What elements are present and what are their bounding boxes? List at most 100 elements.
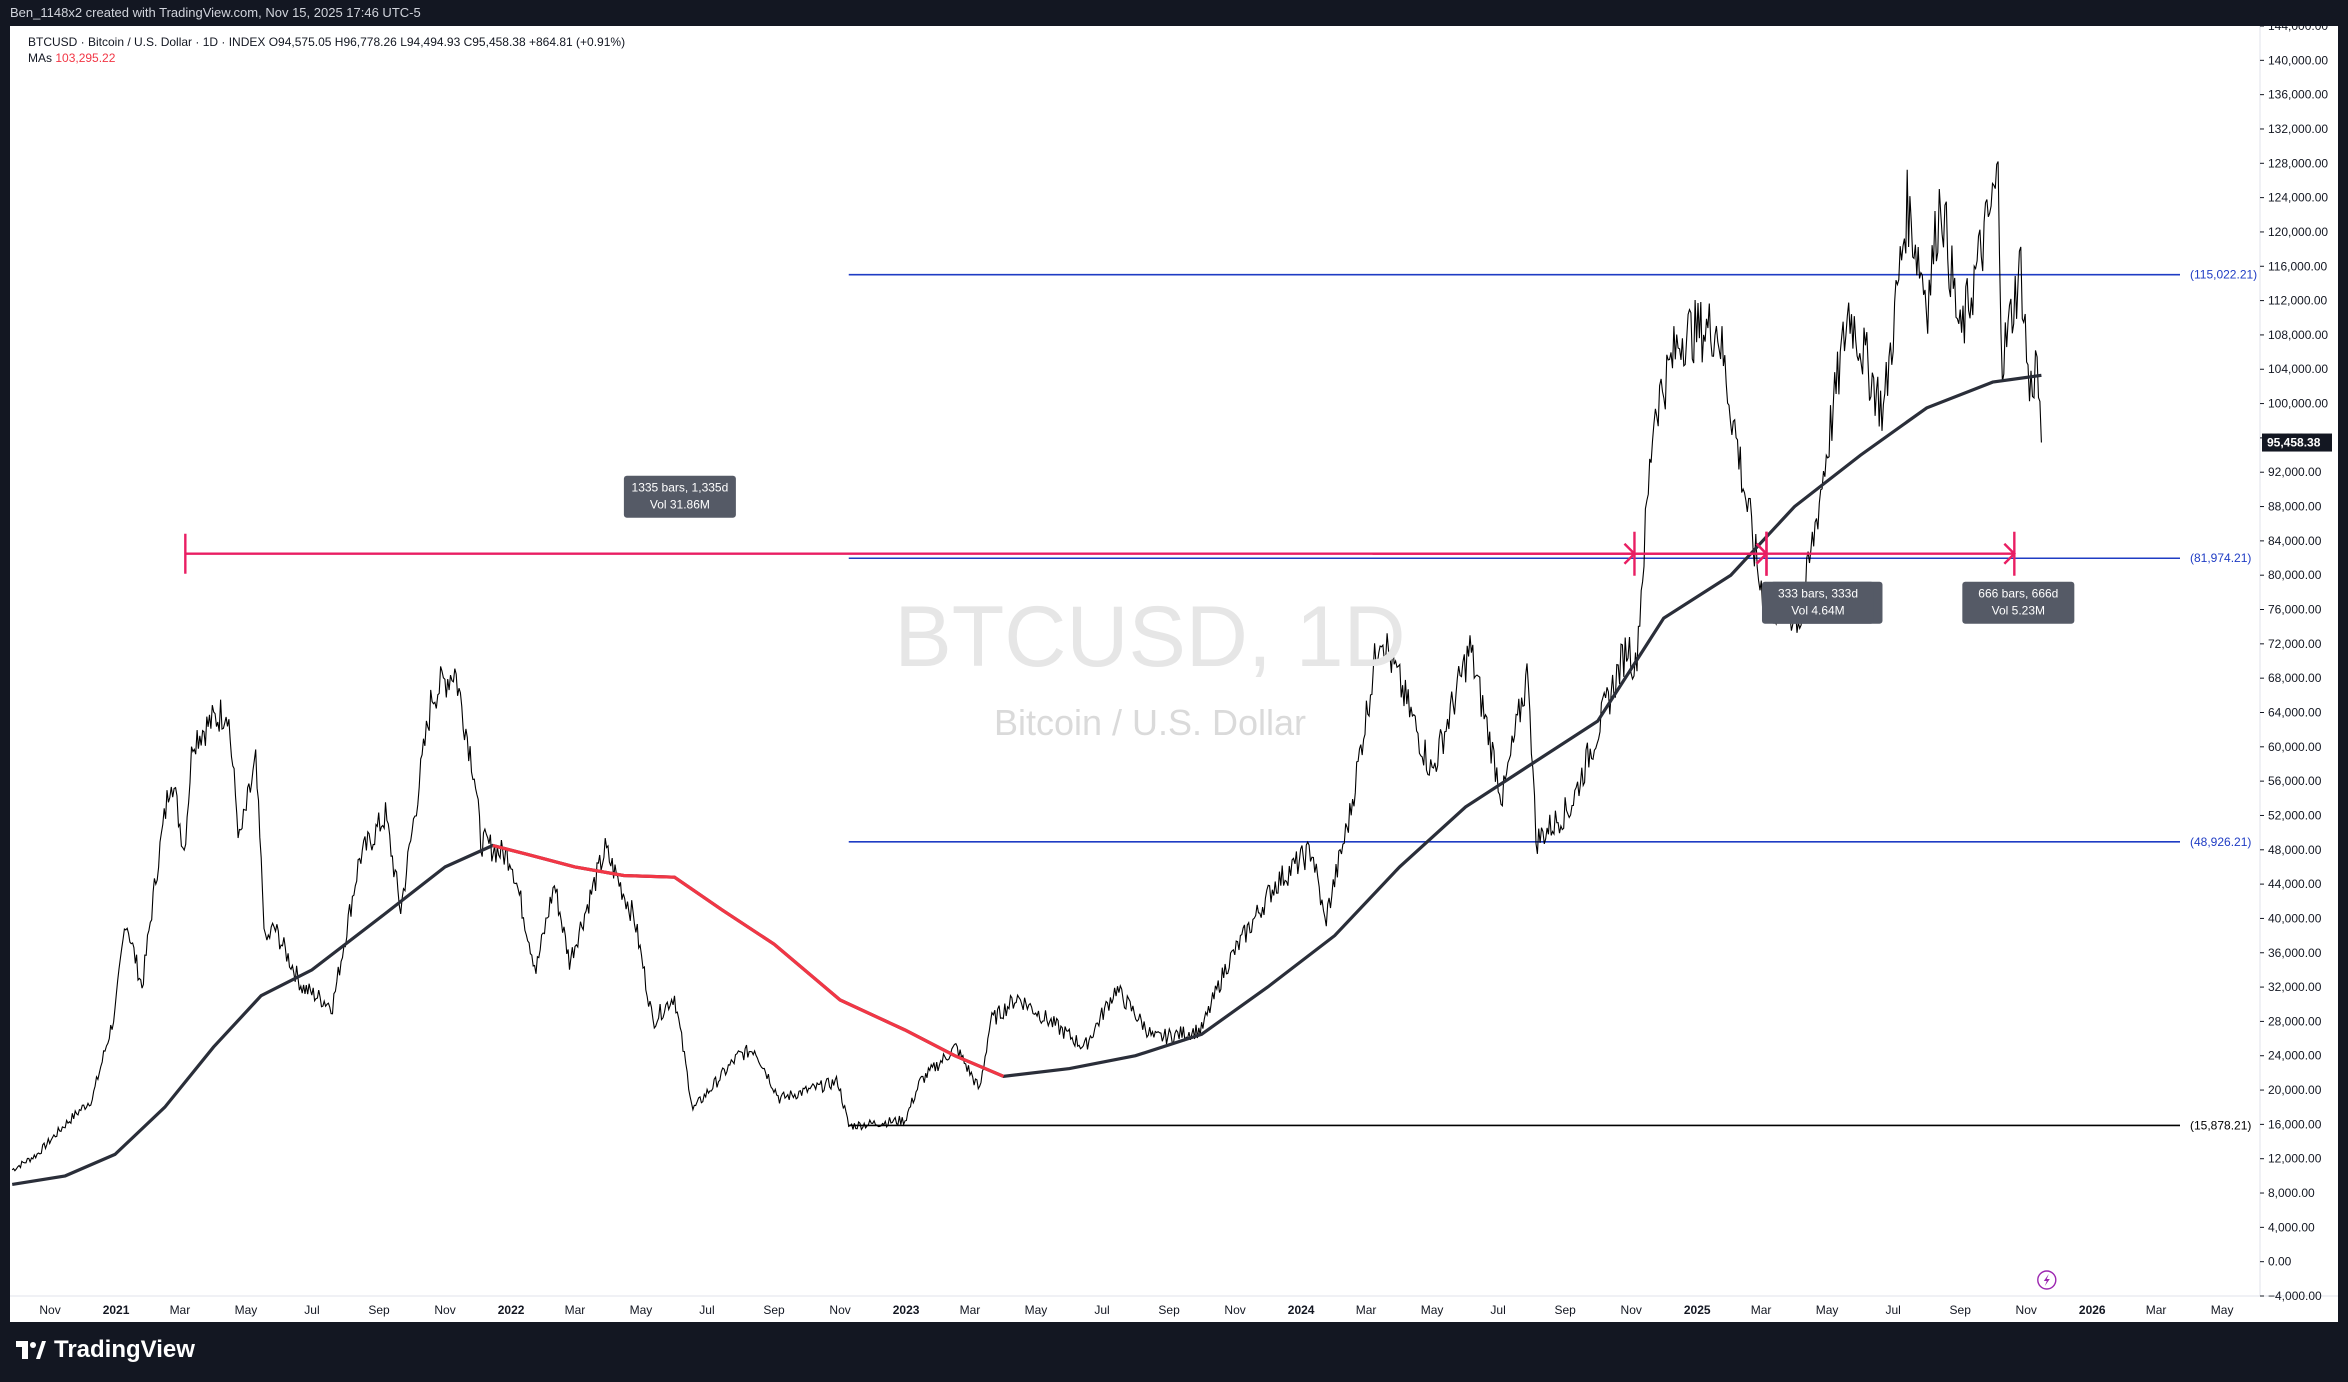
x-tick-label: May xyxy=(2211,1303,2234,1317)
x-tick-label: Nov xyxy=(2016,1303,2037,1317)
x-tick-label: Sep xyxy=(1555,1303,1577,1317)
x-tick-label: Mar xyxy=(1751,1303,1772,1317)
chart-area[interactable]: 144,000.00 140,000.00 136,000.00 132,000.00… xyxy=(10,26,2338,1322)
y-tick-label: 144,000.00 xyxy=(2268,26,2328,33)
x-tick-label: Jul xyxy=(304,1303,319,1317)
y-tick-label: 28,000.00 xyxy=(2268,1014,2322,1028)
x-tick-label: 2023 xyxy=(893,1303,920,1317)
x-tick-label: Jul xyxy=(1885,1303,1900,1317)
y-tick-label: 64,000.00 xyxy=(2268,705,2322,719)
last-price-tag xyxy=(2262,433,2332,452)
x-tick-label: Jul xyxy=(1094,1303,1109,1317)
price-chart[interactable]: 144,000.00 140,000.00 136,000.00 132,000.00… xyxy=(10,26,2338,1322)
x-tick-label: May xyxy=(630,1303,653,1317)
y-tick-label: 68,000.00 xyxy=(2268,671,2322,685)
header-bar: Ben_1148x2 created with TradingView.com,… xyxy=(0,0,2348,26)
ma-line[interactable] xyxy=(11,373,2042,1186)
x-tick-label: Mar xyxy=(170,1303,191,1317)
date-range-volume-text: Vol 31.86M xyxy=(650,498,710,512)
date-range-bars-text: 333 bars, 333d xyxy=(1778,587,1858,601)
legend-ma-value: 103,295.22 xyxy=(55,51,116,65)
watermark-symbol: BTCUSD, 1D xyxy=(894,589,1406,685)
date-range-info-box xyxy=(1962,581,2075,624)
y-tick-label: 52,000.00 xyxy=(2268,808,2322,822)
x-tick-label: 2021 xyxy=(103,1303,130,1317)
y-tick-label: 84,000.00 xyxy=(2268,534,2322,548)
x-tick-label: Sep xyxy=(1950,1303,1972,1317)
horizontal-line-label: (48,926.21) xyxy=(2190,835,2251,849)
legend-close: C95,458.38 xyxy=(463,35,526,49)
legend-line-2: MAs 103,295.22 xyxy=(28,50,625,66)
date-range-bars-text: 1335 bars, 1,335d xyxy=(632,481,729,495)
x-tick-label: Nov xyxy=(829,1303,850,1317)
y-tick-label: 60,000.00 xyxy=(2268,740,2322,754)
y-tick-label: 48,000.00 xyxy=(2268,843,2322,857)
y-tick-label: 132,000.00 xyxy=(2268,122,2328,136)
ma-falling-segment xyxy=(492,843,1005,1078)
y-tick-label: 36,000.00 xyxy=(2268,946,2322,960)
tradingview-logo[interactable]: TradingView xyxy=(16,1336,195,1364)
price-series-line[interactable] xyxy=(11,161,2042,1172)
x-tick-label: Nov xyxy=(434,1303,455,1317)
x-tick-label: May xyxy=(1025,1303,1048,1317)
y-tick-label: 112,000.00 xyxy=(2268,294,2327,308)
footer-bar: TradingView xyxy=(0,1322,2348,1382)
x-tick-label: Nov xyxy=(39,1303,60,1317)
date-range-arrow xyxy=(2003,542,2017,565)
y-tick-label: 24,000.00 xyxy=(2268,1049,2322,1063)
y-tick-label: 104,000.00 xyxy=(2268,362,2328,376)
x-tick-label: Nov xyxy=(1224,1303,1245,1317)
y-tick-label: 80,000.00 xyxy=(2268,568,2322,582)
x-tick-label: 2025 xyxy=(1684,1303,1711,1317)
x-tick-label: May xyxy=(235,1303,258,1317)
y-tick-label: 44,000.00 xyxy=(2268,877,2322,891)
horizontal-line-label: (115,022.21) xyxy=(2190,268,2257,282)
x-tick-label: Mar xyxy=(960,1303,981,1317)
creator-text: Ben_1148x2 created with TradingView.com,… xyxy=(10,5,421,20)
brand-text: TradingView xyxy=(54,1336,195,1363)
horizontal-line-label: (15,878.21) xyxy=(2190,1118,2251,1132)
x-tick-label: May xyxy=(1816,1303,1839,1317)
legend-low: L94,494.93 xyxy=(400,35,461,49)
x-tick-label: Mar xyxy=(2146,1303,2167,1317)
last-price-label: 95,458.38 xyxy=(2267,436,2321,450)
horizontal-line-label: (81,974.21) xyxy=(2190,551,2251,565)
y-tick-label: 8,000.00 xyxy=(2268,1186,2315,1200)
date-range-info-box xyxy=(1761,581,1874,624)
y-tick-label: 120,000.00 xyxy=(2268,225,2328,239)
y-tick-label: 116,000.00 xyxy=(2268,259,2327,273)
y-tick-label: 124,000.00 xyxy=(2268,191,2328,205)
date-range-arrow xyxy=(1755,542,1769,565)
legend-line-1: BTCUSD · Bitcoin / U.S. Dollar · 1D · IN… xyxy=(28,34,625,50)
x-tick-label: Mar xyxy=(1356,1303,1377,1317)
y-tick-label: 40,000.00 xyxy=(2268,911,2322,925)
x-tick-label: Mar xyxy=(565,1303,586,1317)
x-tick-label: Sep xyxy=(368,1303,390,1317)
legend-change: +864.81 (+0.91%) xyxy=(529,35,626,49)
y-tick-label: 136,000.00 xyxy=(2268,88,2328,102)
events-lightning-icon[interactable] xyxy=(2037,1270,2057,1290)
y-tick-label: 108,000.00 xyxy=(2268,328,2328,342)
legend-open: O94,575.05 xyxy=(268,35,332,49)
y-tick-label: 72,000.00 xyxy=(2268,637,2322,651)
y-tick-label: 56,000.00 xyxy=(2268,774,2322,788)
x-tick-label: 2026 xyxy=(2079,1303,2106,1317)
y-tick-label: 32,000.00 xyxy=(2268,980,2322,994)
x-tick-label: Sep xyxy=(1158,1303,1180,1317)
date-range-info-box xyxy=(623,475,736,518)
x-tick-label: 2024 xyxy=(1288,1303,1315,1317)
y-tick-label: 16,000.00 xyxy=(2268,1117,2322,1131)
y-tick-label: 76,000.00 xyxy=(2268,603,2322,617)
y-tick-label: 4,000.00 xyxy=(2268,1220,2315,1234)
y-tick-label: 88,000.00 xyxy=(2268,500,2322,514)
date-range-volume-text: Vol 4.64M xyxy=(1791,604,1844,618)
watermark-name: Bitcoin / U.S. Dollar xyxy=(993,702,1307,743)
date-range-bars-text: 666 bars, 666d xyxy=(1978,587,2058,601)
x-tick-label: 2022 xyxy=(498,1303,525,1317)
x-tick-label: Jul xyxy=(1490,1303,1505,1317)
y-tick-label: 0.00 xyxy=(2268,1255,2292,1269)
legend-symbol[interactable]: BTCUSD · Bitcoin / U.S. Dollar · 1D · IN… xyxy=(28,35,266,49)
lightning-bolt-glyph xyxy=(2043,1274,2050,1286)
legend-ma-label[interactable]: MAs xyxy=(28,51,52,65)
y-tick-label: 128,000.00 xyxy=(2268,156,2328,170)
